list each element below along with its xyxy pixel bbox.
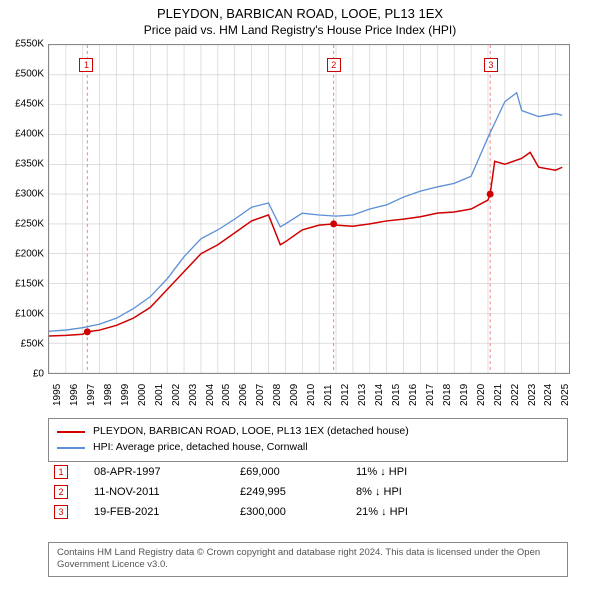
x-tick-label: 2018 xyxy=(442,384,453,406)
x-tick-label: 2001 xyxy=(154,384,165,406)
x-tick-label: 2004 xyxy=(205,384,216,406)
x-tick-label: 2007 xyxy=(255,384,266,406)
plot-marker-callout: 3 xyxy=(484,58,498,72)
x-tick-label: 2012 xyxy=(340,384,351,406)
sale-row: 1 08-APR-1997 £69,000 11% ↓ HPI xyxy=(48,462,568,482)
sale-date: 19-FEB-2021 xyxy=(94,506,214,518)
x-tick-label: 2013 xyxy=(357,384,368,406)
footer-attribution: Contains HM Land Registry data © Crown c… xyxy=(48,542,568,577)
y-tick-label: £300K xyxy=(15,189,44,200)
x-tick-label: 1998 xyxy=(103,384,114,406)
chart-svg xyxy=(48,44,570,374)
plot-marker-callout: 1 xyxy=(79,58,93,72)
y-tick-label: £50K xyxy=(21,339,44,350)
legend-box: PLEYDON, BARBICAN ROAD, LOOE, PL13 1EX (… xyxy=(48,418,568,462)
sale-marker-number: 2 xyxy=(54,485,68,499)
x-tick-label: 1995 xyxy=(52,384,63,406)
y-tick-label: £100K xyxy=(15,309,44,320)
sale-row: 2 11-NOV-2011 £249,995 8% ↓ HPI xyxy=(48,482,568,502)
sales-marker-table: 1 08-APR-1997 £69,000 11% ↓ HPI 2 11-NOV-2011… xyxy=(48,462,568,522)
x-tick-label: 2022 xyxy=(510,384,521,406)
y-tick-label: £0 xyxy=(33,369,44,380)
x-tick-label: 2025 xyxy=(560,384,571,406)
x-tick-label: 2008 xyxy=(272,384,283,406)
x-tick-label: 2010 xyxy=(306,384,317,406)
y-tick-label: £150K xyxy=(15,279,44,290)
sale-price: £300,000 xyxy=(240,506,330,518)
x-tick-label: 2023 xyxy=(527,384,538,406)
x-tick-label: 2000 xyxy=(137,384,148,406)
x-tick-label: 2019 xyxy=(459,384,470,406)
legend-item: HPI: Average price, detached house, Corn… xyxy=(57,440,559,456)
x-tick-label: 2009 xyxy=(289,384,300,406)
sale-marker-number: 1 xyxy=(54,465,68,479)
legend-swatch xyxy=(57,431,85,433)
y-tick-label: £450K xyxy=(15,99,44,110)
x-tick-label: 2017 xyxy=(425,384,436,406)
x-tick-label: 2014 xyxy=(374,384,385,406)
y-tick-label: £350K xyxy=(15,159,44,170)
x-tick-label: 2021 xyxy=(493,384,504,406)
sale-hpi-delta: 11% ↓ HPI xyxy=(356,466,446,478)
chart-plot-area xyxy=(48,44,570,374)
chart-subtitle: Price paid vs. HM Land Registry's House … xyxy=(0,23,600,41)
x-tick-label: 1996 xyxy=(69,384,80,406)
x-tick-label: 2016 xyxy=(408,384,419,406)
sale-price: £249,995 xyxy=(240,486,330,498)
x-tick-label: 2020 xyxy=(476,384,487,406)
y-tick-label: £250K xyxy=(15,219,44,230)
x-tick-label: 2003 xyxy=(188,384,199,406)
sale-price: £69,000 xyxy=(240,466,330,478)
legend-item: PLEYDON, BARBICAN ROAD, LOOE, PL13 1EX (… xyxy=(57,424,559,440)
x-tick-label: 2024 xyxy=(543,384,554,406)
x-tick-label: 2005 xyxy=(221,384,232,406)
x-tick-label: 2002 xyxy=(171,384,182,406)
x-tick-label: 2011 xyxy=(323,384,334,406)
x-tick-label: 1999 xyxy=(120,384,131,406)
y-tick-label: £550K xyxy=(15,39,44,50)
x-tick-label: 2015 xyxy=(391,384,402,406)
chart-title: PLEYDON, BARBICAN ROAD, LOOE, PL13 1EX xyxy=(0,0,600,23)
plot-marker-callout: 2 xyxy=(327,58,341,72)
sale-row: 3 19-FEB-2021 £300,000 21% ↓ HPI xyxy=(48,502,568,522)
x-tick-label: 2006 xyxy=(238,384,249,406)
legend-label: PLEYDON, BARBICAN ROAD, LOOE, PL13 1EX (… xyxy=(93,424,409,440)
y-tick-label: £200K xyxy=(15,249,44,260)
y-tick-label: £400K xyxy=(15,129,44,140)
legend-swatch xyxy=(57,447,85,449)
sale-date: 08-APR-1997 xyxy=(94,466,214,478)
y-tick-label: £500K xyxy=(15,69,44,80)
x-tick-label: 1997 xyxy=(86,384,97,406)
sale-hpi-delta: 21% ↓ HPI xyxy=(356,506,446,518)
sale-marker-number: 3 xyxy=(54,505,68,519)
sale-date: 11-NOV-2011 xyxy=(94,486,214,498)
legend-label: HPI: Average price, detached house, Corn… xyxy=(93,440,308,456)
sale-hpi-delta: 8% ↓ HPI xyxy=(356,486,446,498)
